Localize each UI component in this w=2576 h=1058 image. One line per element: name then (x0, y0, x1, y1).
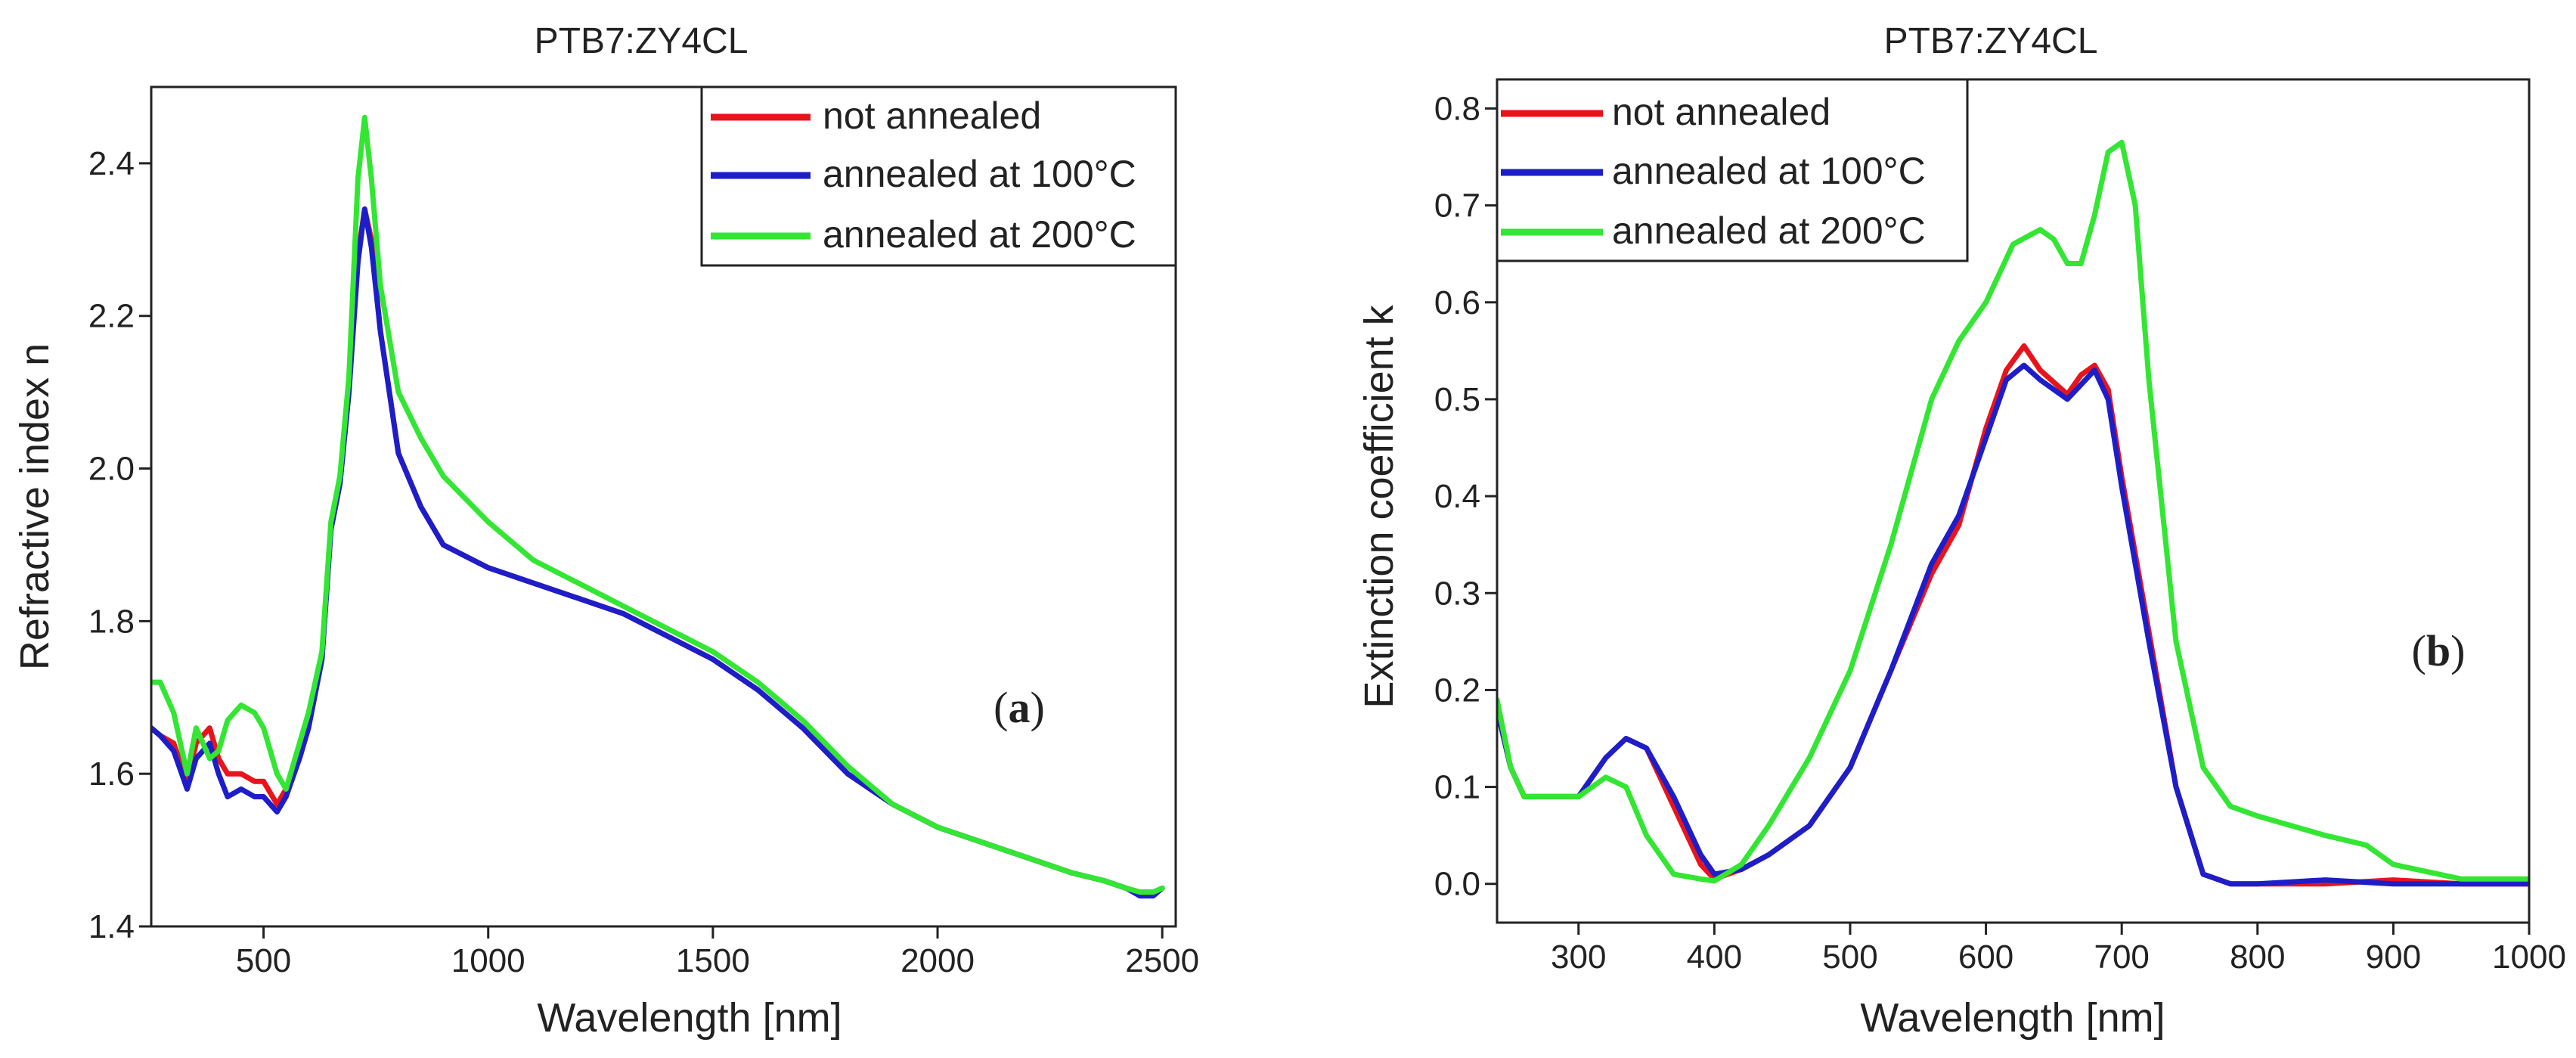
legend-label: annealed at 100°C (1612, 150, 1926, 192)
y-tick-label: 2.2 (88, 298, 135, 335)
panel-label-b: (b) (2412, 626, 2466, 675)
plot-frame (1496, 78, 2531, 924)
x-tick-label: 2000 (901, 942, 975, 979)
legend-label: annealed at 200°C (823, 213, 1136, 256)
y-tick-label: 0.5 (1434, 381, 1480, 418)
y-tick-label: 0.7 (1434, 188, 1480, 225)
series-line-1 (1497, 362, 2529, 887)
panel-letter: b (2426, 626, 2450, 675)
y-tick-label: 0.3 (1434, 575, 1480, 612)
y-axis-label: Refractive index n (12, 343, 57, 670)
series-line-2 (1497, 139, 2529, 884)
legend-label: annealed at 200°C (1612, 209, 1926, 252)
x-tick-label: 900 (2366, 939, 2421, 976)
y-tick-label: 0.4 (1434, 478, 1480, 515)
y-tick-label: 2.0 (88, 451, 135, 488)
legend-label: not annealed (1612, 91, 1830, 133)
x-tick-label: 700 (2094, 939, 2149, 976)
x-tick-label: 1000 (2492, 939, 2566, 976)
x-axis-label: Wavelength [nm] (1860, 995, 2165, 1041)
x-tick-label: 500 (236, 942, 291, 979)
y-tick-label: 1.8 (88, 603, 135, 640)
panel-letter: a (1009, 683, 1031, 732)
x-tick-label: 2500 (1125, 942, 1199, 979)
x-tick-label: 1000 (451, 942, 525, 979)
chart-panel-a: PTB7:ZY4CL 500 1000 1500 2000 2500 1.4 1.6 1.8… (12, 21, 1199, 1041)
chart-title: PTB7:ZY4CL (535, 21, 749, 61)
y-axis-ticks: 1.4 1.6 1.8 2.0 2.2 2.4 (88, 145, 151, 945)
x-tick-label: 800 (2230, 939, 2285, 976)
chart-title: PTB7:ZY4CL (1884, 21, 2098, 61)
y-axis-label: Extinction coefficient k (1356, 304, 1402, 708)
legend: not annealed annealed at 100°C annealed … (1496, 78, 1969, 262)
panel-label-a: (a) (994, 683, 1045, 732)
y-tick-label: 2.4 (88, 145, 135, 182)
legend: not annealed annealed at 100°C annealed … (700, 85, 1177, 267)
plot-series-area (151, 114, 1165, 899)
x-tick-label: 500 (1822, 939, 1877, 976)
legend-label: annealed at 100°C (823, 153, 1136, 195)
y-axis-ticks: 0.0 0.1 0.2 0.3 0.4 0.5 0.6 0.7 0.8 (1434, 90, 1497, 903)
y-tick-label: 0.6 (1434, 284, 1480, 321)
x-tick-label: 300 (1551, 939, 1606, 976)
x-axis-ticks: 300 400 500 600 700 800 900 1000 (1551, 923, 2566, 976)
x-axis-ticks: 500 1000 1500 2000 2500 (236, 926, 1199, 979)
legend-label: not annealed (823, 95, 1041, 137)
x-tick-label: 400 (1687, 939, 1742, 976)
plot-series-area (1497, 139, 2529, 887)
y-tick-label: 0.2 (1434, 672, 1480, 709)
chart-panel-b: PTB7:ZY4CL 300 400 500 600 700 800 900 1000 0.0… (1356, 21, 2566, 1041)
x-axis-label: Wavelength [nm] (537, 995, 842, 1041)
x-tick-label: 1500 (676, 942, 750, 979)
series-line-2 (151, 114, 1165, 895)
plot-frame (150, 85, 1177, 928)
x-tick-label: 600 (1958, 939, 2013, 976)
y-tick-label: 1.4 (88, 908, 135, 945)
y-tick-label: 0.0 (1434, 866, 1480, 903)
y-tick-label: 0.1 (1434, 769, 1480, 806)
y-tick-label: 0.8 (1434, 90, 1480, 127)
y-tick-label: 1.6 (88, 755, 135, 793)
